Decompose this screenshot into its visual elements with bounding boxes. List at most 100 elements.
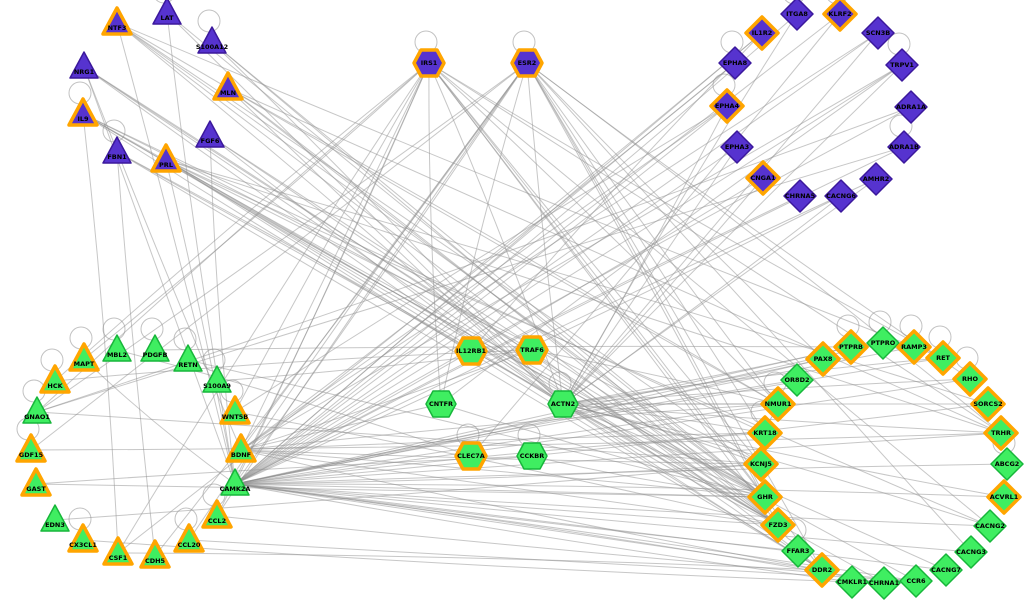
node-ACVRL1[interactable]: ACVRL1 [986, 479, 1022, 515]
edge-CAMK2A-ACVRL1[interactable] [234, 483, 1005, 498]
edge-ITGA8-CAMK2A[interactable] [234, 13, 798, 485]
edge-ESR2-ACTN2[interactable] [526, 62, 564, 405]
edge-ESR2-GDF15[interactable] [30, 62, 528, 451]
edge-EPHA8-BDNF[interactable] [240, 62, 736, 451]
edge-LAT-GHR[interactable] [166, 12, 766, 498]
node-shape-diamond[interactable] [970, 386, 1006, 422]
edge-EPHA4-ACTN2[interactable] [562, 105, 728, 405]
node-shape-diamond[interactable] [743, 446, 779, 482]
node-shape-triangle[interactable] [140, 334, 170, 362]
edge-IRS1-RET[interactable] [428, 62, 944, 359]
node-shape-triangle[interactable] [197, 26, 227, 54]
edge-IRS1-HCK[interactable] [54, 62, 430, 382]
edge-ESR2-TRHR[interactable] [526, 62, 1002, 434]
edge-GNAO1-KCNJ5[interactable] [36, 411, 762, 465]
node-shape-triangle[interactable] [150, 143, 182, 173]
node-shape-triangle[interactable] [220, 468, 250, 496]
edge-ESR2-CACNG3[interactable] [526, 62, 972, 553]
edge-IRS1-NMUR1[interactable] [428, 62, 779, 405]
node-shape-diamond[interactable] [747, 415, 783, 451]
node-FGF6[interactable]: FGF6 [195, 120, 225, 148]
edge-CCKBR-GHR[interactable] [531, 455, 766, 498]
node-shape-hexagon[interactable] [454, 441, 488, 471]
edge-BDNF-KCNJ5[interactable] [240, 449, 762, 465]
edge-CAMK2A-CACNG2[interactable] [234, 483, 991, 527]
node-shape-diamond[interactable] [718, 46, 752, 80]
node-shape-hexagon[interactable] [547, 390, 579, 418]
node-KLRF2[interactable]: KLRF2 [822, 0, 858, 32]
edge-NRG1-DDR2[interactable] [83, 66, 823, 571]
node-EPHA4[interactable]: EPHA4 [709, 88, 745, 124]
node-CACNG6[interactable]: CACNG6 [824, 179, 858, 213]
edge-FGF6-ACTN2[interactable] [209, 135, 564, 405]
node-AMHR2[interactable]: AMHR2 [859, 162, 893, 196]
edge-NRG1-ACTN2[interactable] [83, 66, 564, 405]
node-FBN1[interactable]: FBN1 [102, 136, 132, 164]
edge-NTF3-KCNJ5[interactable] [116, 22, 762, 465]
edge-CAMK2A-FZD3[interactable] [234, 483, 779, 526]
node-KCNJ5[interactable]: KCNJ5 [743, 446, 779, 482]
node-shape-diamond[interactable] [954, 535, 988, 569]
edge-ACTN2-CACNG7[interactable] [562, 403, 947, 571]
edge-TRPV1-CNTFR[interactable] [440, 64, 903, 405]
node-LAT[interactable]: LAT [152, 0, 182, 25]
node-S100A12[interactable]: S100A12 [196, 26, 228, 54]
node-shape-triangle[interactable] [201, 499, 233, 529]
node-GDF15[interactable]: GDF15 [15, 433, 47, 463]
node-shape-triangle[interactable] [69, 51, 99, 79]
node-CHRNA1[interactable]: CHRNA1 [867, 566, 901, 600]
edge-PRL-GHR[interactable] [165, 159, 766, 498]
edge-IRS1-ACTN2[interactable] [428, 62, 564, 405]
node-MAPT[interactable]: MAPT [68, 342, 100, 372]
node-CACNG3[interactable]: CACNG3 [954, 535, 988, 569]
self-loop-PDGFB[interactable] [140, 317, 164, 341]
node-SORCS2[interactable]: SORCS2 [970, 386, 1006, 422]
edge-SCN3B-CAMK2A[interactable] [234, 32, 879, 485]
edge-MAPT-CAMK2A[interactable] [83, 358, 236, 485]
node-shape-diamond[interactable] [867, 566, 901, 600]
node-shape-diamond[interactable] [780, 363, 814, 397]
edge-PRL-KCNJ5[interactable] [165, 159, 762, 465]
edge-ESR2-KRT18[interactable] [526, 62, 766, 434]
edge-NTF3-GHR[interactable] [116, 22, 766, 498]
edge-AMHR2-CAMK2A[interactable] [234, 178, 877, 485]
node-ACTN2[interactable]: ACTN2 [547, 390, 579, 418]
node-IL12RB1[interactable]: IL12RB1 [454, 336, 488, 366]
node-shape-diamond[interactable] [783, 179, 817, 213]
edge-IRS1-CNTFR[interactable] [428, 62, 442, 405]
edge-ESR2-GHR[interactable] [526, 62, 766, 498]
edge-S100A12-ACTN2[interactable] [211, 41, 564, 405]
node-ITGA8[interactable]: ITGA8 [780, 0, 814, 31]
node-shape-triangle[interactable] [20, 467, 52, 497]
edge-ACTN2-KRT18[interactable] [562, 403, 766, 434]
node-shape-diamond[interactable] [899, 564, 933, 598]
self-loop-S100A12[interactable] [197, 9, 221, 33]
node-shape-triangle[interactable] [102, 136, 132, 164]
edge-IL9-CSF1[interactable] [82, 113, 119, 554]
node-shape-diamond[interactable] [983, 415, 1019, 451]
edge-ACTN2-RET[interactable] [562, 357, 944, 405]
node-shape-triangle[interactable] [101, 6, 133, 36]
node-shape-diamond[interactable] [833, 329, 869, 365]
edge-ACTN2-TRHR[interactable] [562, 403, 1002, 434]
node-HCK[interactable]: HCK [39, 364, 71, 394]
node-shape-diamond[interactable] [804, 552, 840, 588]
edge-CAMK2A-CMKLR1[interactable] [234, 483, 853, 583]
node-shape-hexagon[interactable] [454, 336, 488, 366]
edge-IRS1-MAPT[interactable] [83, 62, 430, 360]
node-shape-triangle[interactable] [173, 344, 203, 372]
node-TRHR[interactable]: TRHR [983, 415, 1019, 451]
edge-S100A12-FZD3[interactable] [211, 41, 779, 526]
edge-EPHA4-CAMK2A[interactable] [234, 105, 728, 485]
node-CLEC7A[interactable]: CLEC7A [454, 441, 488, 471]
node-IL9[interactable]: IL9 [67, 97, 99, 127]
node-NRG1[interactable]: NRG1 [69, 51, 99, 79]
edge-BDNF-DDR2[interactable] [240, 449, 823, 571]
node-CNGA1[interactable]: CNGA1 [745, 160, 781, 196]
node-CACNG2[interactable]: CACNG2 [973, 509, 1007, 543]
edge-ESR2-NMUR1[interactable] [526, 62, 779, 405]
edge-KLRF2-CAMK2A[interactable] [234, 13, 841, 485]
edge-PRL-TRHR[interactable] [165, 159, 1002, 434]
node-shape-diamond[interactable] [745, 160, 781, 196]
node-shape-triangle[interactable] [152, 0, 182, 25]
